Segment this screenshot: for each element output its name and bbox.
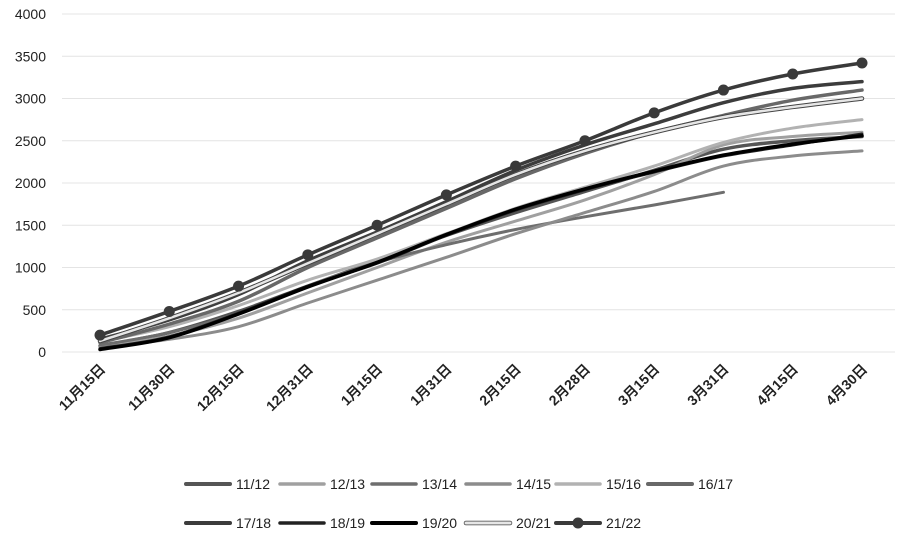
series-21-22 <box>94 57 868 341</box>
series-line <box>98 133 864 352</box>
series-lines <box>94 57 868 352</box>
legend-marker <box>572 517 584 529</box>
legend-label: 15/16 <box>606 476 641 492</box>
legend-item: 19/20 <box>370 515 457 531</box>
x-tick-label: 4月30日 <box>822 361 870 409</box>
legend-item: 14/15 <box>464 476 551 492</box>
legend-label: 21/22 <box>606 515 641 531</box>
data-point <box>579 135 591 147</box>
y-tick-label: 0 <box>38 344 46 360</box>
data-point <box>648 107 660 119</box>
series-12-13 <box>98 130 864 349</box>
x-tick-label: 2月28日 <box>545 361 593 409</box>
y-tick-label: 1500 <box>15 217 46 233</box>
legend-item: 17/18 <box>184 515 271 531</box>
x-axis: 11月15日 11月30日 12月15日 12月31日 1月15日 1月31日 2月15日 2… <box>56 361 871 414</box>
x-tick-label: 2月15日 <box>476 361 524 409</box>
legend-item: 11/12 <box>184 476 270 492</box>
legend-label: 20/21 <box>516 515 551 531</box>
x-tick-label: 1月31日 <box>407 361 455 409</box>
legend-item: 15/16 <box>554 476 641 492</box>
y-tick-label: 3500 <box>15 48 46 64</box>
legend-label: 16/17 <box>698 476 733 492</box>
legend-label: 17/18 <box>236 515 271 531</box>
series-line <box>98 132 864 351</box>
y-tick-label: 1000 <box>15 260 46 276</box>
legend-label: 11/12 <box>236 476 270 492</box>
x-tick-label: 12月31日 <box>263 361 316 414</box>
x-tick-label: 3月15日 <box>615 361 663 409</box>
legend-label: 12/13 <box>330 476 365 492</box>
data-point <box>233 280 245 292</box>
series-20-21 <box>97 96 865 344</box>
legend: 11/12 12/13 13/14 14/15 15/16 16/17 17/18 18/19… <box>184 476 733 531</box>
legend-label: 19/20 <box>422 515 457 531</box>
x-tick-label: 12月15日 <box>194 361 247 414</box>
data-point <box>510 160 522 172</box>
legend-label: 13/14 <box>422 476 457 492</box>
legend-item: 20/21 <box>463 515 551 531</box>
y-tick-label: 4000 <box>15 6 46 22</box>
data-point <box>856 57 868 69</box>
data-point <box>302 249 314 261</box>
series-line <box>98 97 864 343</box>
series-13-14 <box>98 190 725 347</box>
data-point <box>94 329 106 341</box>
x-tick-label: 1月15日 <box>338 361 386 409</box>
data-point <box>787 68 799 80</box>
legend-item: 21/22 <box>554 515 641 531</box>
series-19-20 <box>98 133 864 352</box>
data-point <box>163 305 175 317</box>
data-point <box>440 189 452 201</box>
legend-item: 12/13 <box>278 476 365 492</box>
series-line <box>98 190 725 347</box>
legend-item: 13/14 <box>370 476 457 492</box>
legend-item: 18/19 <box>278 515 365 531</box>
y-tick-label: 3000 <box>15 91 46 107</box>
series-line <box>98 130 864 349</box>
y-axis: 0 500 1000 1500 2000 2500 3000 3500 4000 <box>15 6 46 360</box>
x-tick-label: 4月15日 <box>753 361 801 409</box>
y-tick-label: 500 <box>23 302 47 318</box>
x-tick-label: 3月31日 <box>684 361 732 409</box>
series-line <box>98 61 864 337</box>
y-tick-label: 2500 <box>15 133 46 149</box>
legend-label: 18/19 <box>330 515 365 531</box>
y-tick-label: 2000 <box>15 175 46 191</box>
legend-label: 14/15 <box>516 476 551 492</box>
series-line <box>98 149 864 350</box>
series-14-15 <box>98 149 864 350</box>
x-tick-label: 11月30日 <box>125 361 178 414</box>
series-18-19 <box>98 132 864 351</box>
data-point <box>371 219 383 231</box>
x-tick-label: 11月15日 <box>56 361 109 414</box>
data-point <box>717 84 729 96</box>
legend-item: 16/17 <box>646 476 733 492</box>
